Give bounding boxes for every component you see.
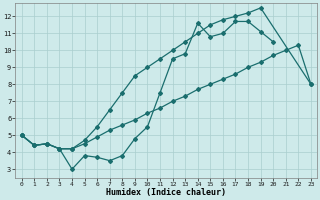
X-axis label: Humidex (Indice chaleur): Humidex (Indice chaleur) — [106, 188, 226, 197]
